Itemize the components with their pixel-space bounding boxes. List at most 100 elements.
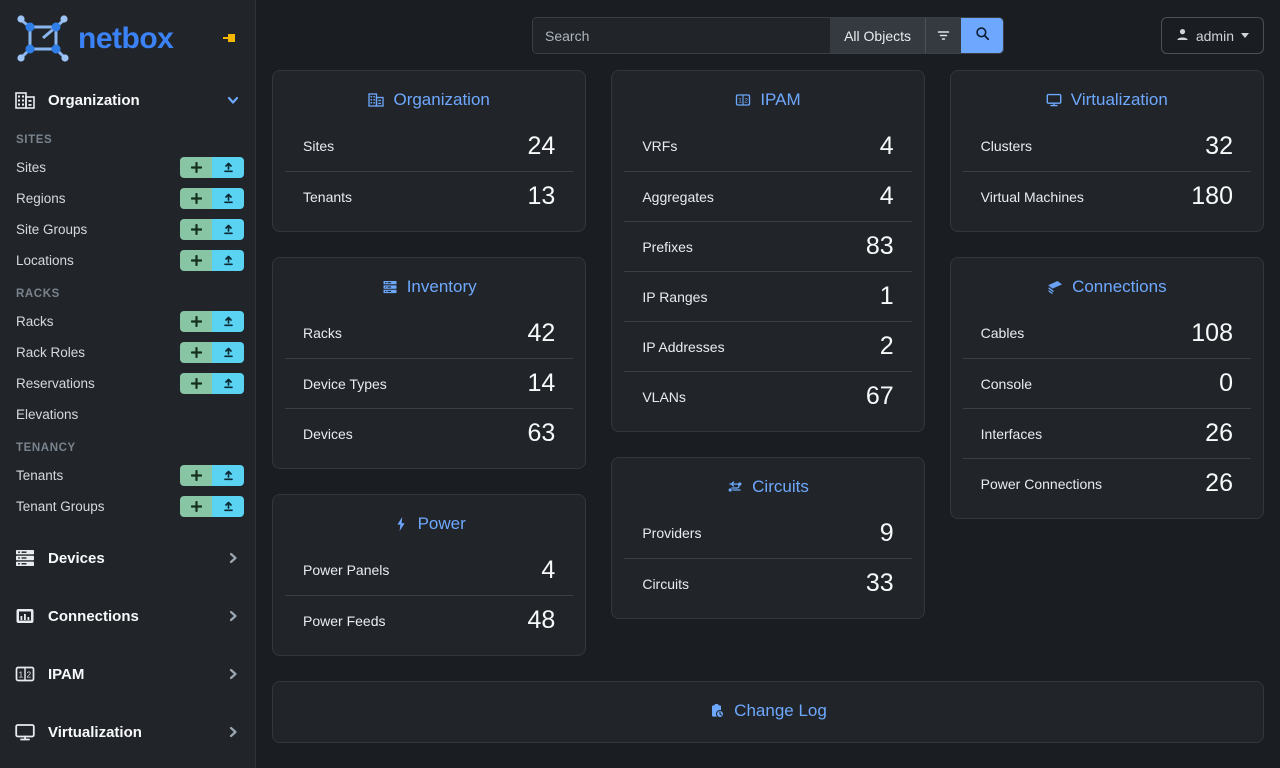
stat-label: Racks [303, 325, 342, 341]
card-circuits: Circuits Providers 9 Circuits 33 [611, 457, 925, 619]
filter-icon[interactable] [925, 18, 961, 53]
sidebar-item-label: Racks [16, 314, 54, 329]
building-icon [14, 89, 36, 111]
add-sites-button[interactable] [180, 157, 212, 178]
stat-label: Power Panels [303, 562, 390, 578]
ipam-icon: 1 2 [735, 92, 751, 108]
sidebar-item-elevations[interactable]: Elevations [0, 399, 255, 430]
sidebar-item-label: Regions [16, 191, 66, 206]
pin-icon[interactable] [220, 29, 240, 49]
add-tenants-button[interactable] [180, 465, 212, 486]
stat-row[interactable]: Racks 42 [285, 308, 573, 358]
sidebar-item-actions [180, 373, 244, 394]
sidebar-item-reservations[interactable]: Reservations [0, 368, 255, 399]
import-rack-roles-button[interactable] [212, 342, 244, 363]
stat-row[interactable]: Prefixes 83 [624, 221, 912, 271]
card-title-organization[interactable]: Organization [273, 79, 585, 121]
sidebar-group-space [0, 580, 255, 594]
sidebar-item-site-groups[interactable]: Site Groups [0, 214, 255, 245]
import-site-groups-button[interactable] [212, 219, 244, 240]
stat-row[interactable]: Device Types 14 [285, 358, 574, 408]
sidebar-item-racks[interactable]: Racks [0, 306, 255, 337]
add-rack-roles-button[interactable] [180, 342, 212, 363]
card-ipam: 1 2 IPAM VRFs 4 Aggregates [611, 70, 925, 432]
chevron-down-icon [226, 93, 240, 107]
sidebar-section-label-tenancy: Tenancy [16, 442, 76, 454]
add-racks-button[interactable] [180, 311, 212, 332]
card-title-ipam[interactable]: 1 2 IPAM [612, 79, 923, 121]
import-tenants-button[interactable] [212, 465, 244, 486]
card-body: Clusters 32 Virtual Machines 180 [951, 121, 1263, 221]
add-locations-button[interactable] [180, 250, 212, 271]
stat-row[interactable]: Providers 9 [624, 508, 911, 558]
stat-row[interactable]: VLANs 67 [624, 371, 912, 421]
stat-row[interactable]: Sites 24 [285, 121, 573, 171]
import-sites-button[interactable] [212, 157, 244, 178]
import-regions-button[interactable] [212, 188, 244, 209]
stat-row[interactable]: Clusters 32 [963, 121, 1251, 171]
card-title-changelog[interactable]: Change Log [273, 690, 1263, 732]
stat-row[interactable]: Virtual Machines 180 [962, 171, 1251, 221]
dashboard-column-2: 1 2 IPAM VRFs 4 Aggregates [611, 70, 925, 619]
chevron-right-icon [226, 667, 240, 681]
connections-icon [14, 605, 36, 627]
sidebar-item-locations[interactable]: Locations [0, 245, 255, 276]
stat-row[interactable]: Tenants 13 [285, 171, 574, 221]
brand-header[interactable]: netbox [0, 0, 255, 78]
stat-row[interactable]: Interfaces 26 [962, 408, 1251, 458]
sidebar-group-label: IPAM [48, 665, 85, 683]
stat-label: VLANs [642, 388, 686, 405]
sidebar-item-rack-roles[interactable]: Rack Roles [0, 337, 255, 368]
card-title-power[interactable]: Power [273, 503, 585, 545]
add-regions-button[interactable] [180, 188, 212, 209]
dashboard-column-1: Organization Sites 24 Tenants 13 [272, 70, 587, 656]
add-reservations-button[interactable] [180, 373, 212, 394]
stat-value: 42 [527, 318, 556, 347]
search-scope-selector[interactable]: All Objects [830, 18, 925, 53]
sidebar-item-regions[interactable]: Regions [0, 183, 255, 214]
card-body: Cables 108 Console 0 Interfaces 26 Pow [951, 308, 1263, 508]
person-icon [1176, 28, 1189, 44]
card-title-inventory[interactable]: Inventory [273, 266, 585, 308]
stat-row[interactable]: Power Panels 4 [285, 545, 573, 595]
card-title-circuits[interactable]: Circuits [612, 466, 923, 508]
stat-row[interactable]: IP Ranges 1 [624, 271, 912, 321]
import-reservations-button[interactable] [212, 373, 244, 394]
stat-row[interactable]: Power Connections 26 [962, 458, 1251, 508]
card-body: Power Panels 4 Power Feeds 48 [273, 545, 585, 645]
import-tenant-groups-button[interactable] [212, 496, 244, 517]
sidebar-item-actions [180, 311, 244, 332]
search-input[interactable] [533, 18, 831, 53]
stat-row[interactable]: IP Addresses 2 [624, 321, 912, 371]
sidebar-group-virtualization[interactable]: Virtualization [0, 710, 255, 754]
add-site-groups-button[interactable] [180, 219, 212, 240]
sidebar-group-organization[interactable]: Organization [0, 78, 255, 122]
sidebar-item-tenants[interactable]: Tenants [0, 460, 255, 491]
sidebar-group-label: Devices [48, 549, 105, 567]
sidebar-scroll-area[interactable]: netbox [0, 0, 255, 768]
sidebar-group-space [0, 638, 255, 652]
stat-row[interactable]: Power Feeds 48 [285, 595, 574, 645]
sidebar-item-sites[interactable]: Sites [0, 152, 255, 183]
sidebar-group-devices[interactable]: Devices [0, 536, 255, 580]
card-title-virtualization[interactable]: Virtualization [951, 79, 1263, 121]
user-menu-button[interactable]: admin [1160, 17, 1264, 54]
stat-label: Prefixes [642, 238, 693, 255]
stat-row[interactable]: Circuits 33 [624, 558, 912, 608]
sidebar-group-connections[interactable]: Connections [0, 594, 255, 638]
sidebar-item-actions [180, 250, 244, 271]
stat-row[interactable]: Console 0 [962, 358, 1251, 408]
import-racks-button[interactable] [212, 311, 244, 332]
sidebar-item-tenant-groups[interactable]: Tenant Groups [0, 491, 255, 522]
search-submit-button[interactable] [961, 18, 1003, 53]
import-locations-button[interactable] [212, 250, 244, 271]
stat-row[interactable]: Aggregates 4 [624, 171, 912, 221]
sidebar-group-ipam[interactable]: 1 2 IPAM [0, 652, 255, 696]
stat-row[interactable]: Devices 63 [285, 408, 574, 458]
add-tenant-groups-button[interactable] [180, 496, 212, 517]
stat-row[interactable]: Cables 108 [963, 308, 1251, 358]
stat-label: IP Addresses [642, 338, 725, 355]
card-title-connections[interactable]: Connections [951, 266, 1263, 308]
sidebar-item-actions [180, 219, 244, 240]
stat-row[interactable]: VRFs 4 [624, 121, 911, 171]
